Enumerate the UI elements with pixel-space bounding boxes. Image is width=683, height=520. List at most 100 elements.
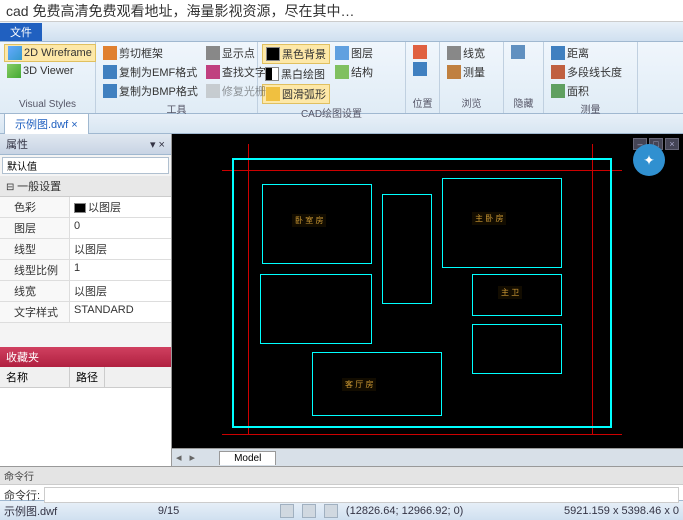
- construction-line: [222, 434, 622, 435]
- ribbon: 2D Wireframe 3D Viewer Visual Styles 剪切框…: [0, 42, 683, 114]
- properties-header: 属性▾ ×: [0, 134, 171, 155]
- ribbon-group-tools: 剪切框架 复制为EMF格式 复制为BMP格式 显示点 查找文字 修复光栅 工具: [96, 42, 258, 113]
- default-combo[interactable]: 默认值: [2, 157, 169, 174]
- prop-val[interactable]: STANDARD: [70, 302, 171, 322]
- group-label: 位置: [410, 94, 435, 111]
- tab-nav-left-icon[interactable]: ◂: [172, 451, 186, 464]
- struct-icon: [335, 65, 349, 79]
- bg-icon: [266, 47, 280, 61]
- ribbon-group-position: 位置: [406, 42, 440, 113]
- ribbon-group-hide: 隐藏: [504, 42, 544, 113]
- point-icon: [206, 46, 220, 60]
- file-menu-button[interactable]: 文件: [0, 23, 42, 41]
- fav-col-path: 路径: [70, 367, 105, 387]
- target-icon: [413, 45, 427, 59]
- ribbon-group-cad-settings: 黑色背景 黑白绘图 圆滑弧形 图层 结构 CAD绘图设置: [258, 42, 406, 113]
- polyline-len-button[interactable]: 多段线长度: [548, 63, 625, 81]
- black-draw-button[interactable]: 黑白绘图: [262, 65, 330, 83]
- prop-row[interactable]: 色彩以图层: [0, 197, 171, 218]
- prop-row[interactable]: 线宽以图层: [0, 281, 171, 302]
- status-bar: 示例图.dwf 9/15 (12826.64; 12966.92; 0) 592…: [0, 500, 683, 520]
- prop-row[interactable]: 线型比例1: [0, 260, 171, 281]
- status-coords: (12826.64; 12966.92; 0): [346, 505, 463, 517]
- group-label: 工具: [100, 100, 253, 117]
- window-title: cad 免费高清免费观看地址，海量影视资源，尽在其中…: [6, 1, 354, 21]
- workspace: 属性▾ × 默认值 ⊟ 一般设置 色彩以图层图层0线型以图层线型比例1线宽以图层…: [0, 134, 683, 466]
- raster-icon: [206, 84, 220, 98]
- tab-nav-right-icon[interactable]: ▸: [186, 451, 200, 464]
- copy-emf-button[interactable]: 复制为EMF格式: [100, 63, 201, 81]
- clip-frame-button[interactable]: 剪切框架: [100, 44, 201, 62]
- room-label: 主 卫: [498, 286, 522, 299]
- ribbon-group-measure: 距离 多段线长度 面积 测量: [544, 42, 638, 113]
- group-label: Visual Styles: [4, 98, 91, 111]
- prop-val[interactable]: 1: [70, 260, 171, 280]
- doc-tab[interactable]: 示例图.dwf ×: [4, 113, 89, 134]
- command-input[interactable]: [44, 487, 679, 503]
- room: [472, 324, 562, 374]
- area-button[interactable]: 面积: [548, 82, 625, 100]
- room: [382, 194, 432, 304]
- prop-category-general[interactable]: ⊟ 一般设置: [0, 176, 171, 197]
- status-icon[interactable]: [280, 504, 294, 518]
- drawing-canvas[interactable]: – □ × 卧 室 房主 卧 房主 卫客 厅 房 ✦ ◂ ▸ Model: [172, 134, 683, 466]
- copy-icon: [103, 84, 117, 98]
- viewer3d-button[interactable]: 3D Viewer: [4, 63, 96, 79]
- status-icon[interactable]: [324, 504, 338, 518]
- room: [260, 274, 372, 344]
- room-label: 主 卧 房: [472, 212, 506, 225]
- prop-key: 图层: [0, 218, 70, 238]
- prop-key: 线型比例: [0, 260, 70, 280]
- group-label: CAD绘图设置: [262, 104, 401, 121]
- prop-key: 色彩: [0, 197, 70, 217]
- command-label: 命令行:: [4, 487, 40, 503]
- measure-button[interactable]: 测量: [444, 63, 488, 81]
- prop-val[interactable]: 以图层: [70, 197, 171, 217]
- command-header: 命令行: [0, 467, 683, 485]
- panel-close-icon[interactable]: ▾ ×: [150, 138, 165, 151]
- bw-icon: [265, 67, 279, 81]
- group-label: 隐藏: [508, 94, 539, 111]
- smooth-arc-button[interactable]: 圆滑弧形: [262, 84, 330, 104]
- prop-row[interactable]: 图层0: [0, 218, 171, 239]
- title-bar: cad 免费高清免费观看地址，海量影视资源，尽在其中…: [0, 0, 683, 22]
- layer-button[interactable]: 图层: [332, 44, 376, 62]
- wireframe-button[interactable]: 2D Wireframe: [4, 44, 96, 62]
- fix-raster-button[interactable]: 修复光栅: [203, 82, 269, 100]
- status-icon[interactable]: [302, 504, 316, 518]
- ribbon-group-browse: 线宽 测量 浏览: [440, 42, 504, 113]
- pos-button2[interactable]: [410, 61, 430, 77]
- prop-val[interactable]: 以图层: [70, 239, 171, 259]
- wireframe-icon: [8, 46, 22, 60]
- black-bg-button[interactable]: 黑色背景: [262, 44, 330, 64]
- status-page: 9/15: [158, 505, 179, 517]
- line-icon: [447, 46, 461, 60]
- prop-val[interactable]: 0: [70, 218, 171, 238]
- pos-button[interactable]: [410, 44, 430, 60]
- linewidth-button[interactable]: 线宽: [444, 44, 488, 62]
- model-tab[interactable]: Model: [219, 451, 276, 465]
- sidebar: 属性▾ × 默认值 ⊟ 一般设置 色彩以图层图层0线型以图层线型比例1线宽以图层…: [0, 134, 172, 466]
- prop-val[interactable]: 以图层: [70, 281, 171, 301]
- ruler-icon: [447, 65, 461, 79]
- favorites-header: 收藏夹: [0, 347, 171, 367]
- dist-icon: [551, 46, 565, 60]
- copy-icon: [103, 65, 117, 79]
- struct-button[interactable]: 结构: [332, 63, 376, 81]
- group-label: 测量: [548, 100, 633, 117]
- view-cube-icon[interactable]: ✦: [633, 144, 665, 176]
- favorites-body: [0, 388, 171, 466]
- model-tab-bar: ◂ ▸ Model: [172, 448, 683, 466]
- command-area: 命令行 命令行:: [0, 466, 683, 500]
- prop-rows: 色彩以图层图层0线型以图层线型比例1线宽以图层文字样式STANDARD: [0, 197, 171, 323]
- prop-row[interactable]: 文字样式STANDARD: [0, 302, 171, 323]
- menu-row: 文件: [0, 22, 683, 42]
- layer-icon: [335, 46, 349, 60]
- prop-key: 文字样式: [0, 302, 70, 322]
- copy-bmp-button[interactable]: 复制为BMP格式: [100, 82, 201, 100]
- distance-button[interactable]: 距离: [548, 44, 625, 62]
- prop-row[interactable]: 线型以图层: [0, 239, 171, 260]
- target-icon: [413, 62, 427, 76]
- favorites-columns: 名称 路径: [0, 367, 171, 388]
- hide-button[interactable]: [508, 44, 528, 60]
